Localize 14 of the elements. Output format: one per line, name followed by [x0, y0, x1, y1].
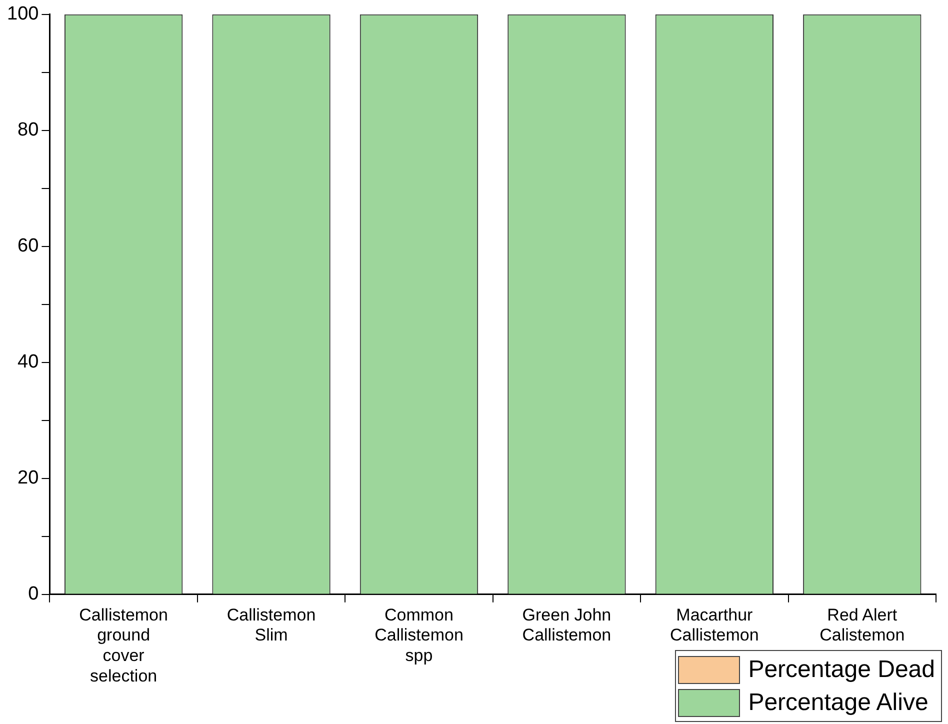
x-tick-label: Callistemon Slim	[226, 605, 316, 645]
y-tick-label: 100	[7, 4, 39, 25]
x-tick-label: Macarthur Callistemon	[670, 605, 759, 645]
text: Percentage Alive	[748, 688, 928, 716]
y-tick-label: 80	[18, 120, 39, 141]
y-tick-label: 20	[18, 468, 39, 489]
y-tick-label: 60	[18, 236, 39, 257]
legend-label: Percentage Dead	[748, 656, 935, 684]
x-tick-label: Common Callistemon spp	[374, 605, 464, 666]
y-tick-label: 0	[28, 584, 39, 605]
x-tick-label: Red Alert Calistemon	[820, 605, 905, 645]
x-tick-label: Green John Callistemon	[522, 605, 612, 645]
x-tick-label: Callistemon ground cover selection	[79, 605, 168, 686]
y-tick-label: 40	[18, 352, 39, 373]
